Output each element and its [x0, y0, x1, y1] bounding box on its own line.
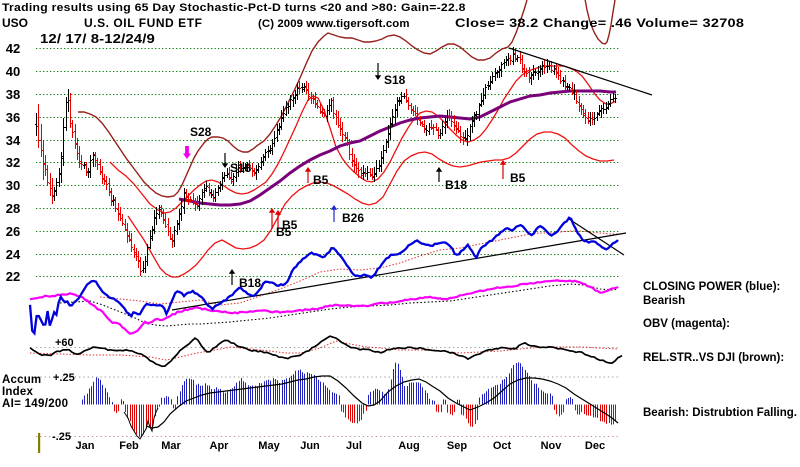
svg-text:36: 36 [6, 110, 20, 125]
svg-text:B5: B5 [510, 171, 526, 185]
svg-text:Trading results using 65 Day: Trading results using 65 Day Stochastic-… [2, 1, 466, 13]
svg-text:B18: B18 [239, 276, 261, 290]
svg-text:Dec: Dec [585, 440, 605, 452]
svg-text:Close= 38.2 Change= .46 Volu: Close= 38.2 Change= .46 Volume= 32708 [455, 16, 744, 30]
svg-text:Bearish: Distrubtion Falling.: Bearish: Distrubtion Falling. [643, 407, 797, 419]
svg-text:Feb: Feb [119, 440, 139, 452]
svg-text:B26: B26 [342, 211, 364, 225]
svg-text:24: 24 [6, 247, 21, 262]
svg-text:-.25: -.25 [52, 431, 71, 443]
svg-text:Oct: Oct [493, 440, 512, 452]
svg-text:22: 22 [6, 269, 20, 284]
svg-text:Nov: Nov [541, 440, 563, 452]
svg-text:+.25: +.25 [53, 372, 75, 384]
svg-text:26: 26 [6, 224, 20, 239]
svg-text:34: 34 [6, 133, 21, 148]
svg-text:Apr: Apr [210, 440, 230, 452]
svg-text:Accum: Accum [2, 374, 41, 386]
svg-text:U.S. OIL FUND ETF: U.S. OIL FUND ETF [84, 16, 202, 30]
svg-text:May: May [258, 440, 280, 452]
svg-text:Jan: Jan [76, 440, 95, 452]
svg-text:30: 30 [6, 178, 20, 193]
svg-text:12/ 17/ 8-12/24/9: 12/ 17/ 8-12/24/9 [40, 31, 155, 46]
svg-text:40: 40 [6, 64, 20, 79]
svg-text:Jul: Jul [346, 440, 362, 452]
svg-text:32: 32 [6, 155, 20, 170]
svg-text:42: 42 [6, 41, 20, 56]
svg-text:28: 28 [6, 201, 20, 216]
svg-text:CLOSING POWER (blue):: CLOSING POWER (blue): [643, 281, 780, 293]
svg-text:B5: B5 [282, 218, 298, 232]
svg-text:B5: B5 [276, 225, 292, 239]
svg-text:S18: S18 [384, 73, 406, 87]
svg-text:Index: Index [2, 386, 33, 398]
svg-text:REL.STR..VS DJI (brown):: REL.STR..VS DJI (brown): [643, 352, 784, 364]
svg-text:S18: S18 [230, 161, 252, 175]
svg-text:+60: +60 [55, 337, 74, 349]
svg-text:38: 38 [6, 87, 20, 102]
svg-text:Mar: Mar [161, 440, 181, 452]
svg-text:AI= 149/200: AI= 149/200 [2, 398, 68, 410]
svg-text:Bearish: Bearish [643, 295, 685, 307]
svg-text:S28: S28 [190, 125, 212, 139]
svg-text:Jun: Jun [300, 440, 320, 452]
svg-text:(C) 2009 www.tigersoft.com: (C) 2009 www.tigersoft.com [258, 18, 410, 30]
svg-text:Aug: Aug [398, 440, 419, 452]
svg-text:OBV (magenta):: OBV (magenta): [643, 318, 730, 330]
svg-text:B18: B18 [445, 178, 467, 192]
svg-text:Sep: Sep [447, 440, 467, 452]
svg-text:USO: USO [2, 16, 28, 30]
svg-text:B5: B5 [313, 173, 329, 187]
